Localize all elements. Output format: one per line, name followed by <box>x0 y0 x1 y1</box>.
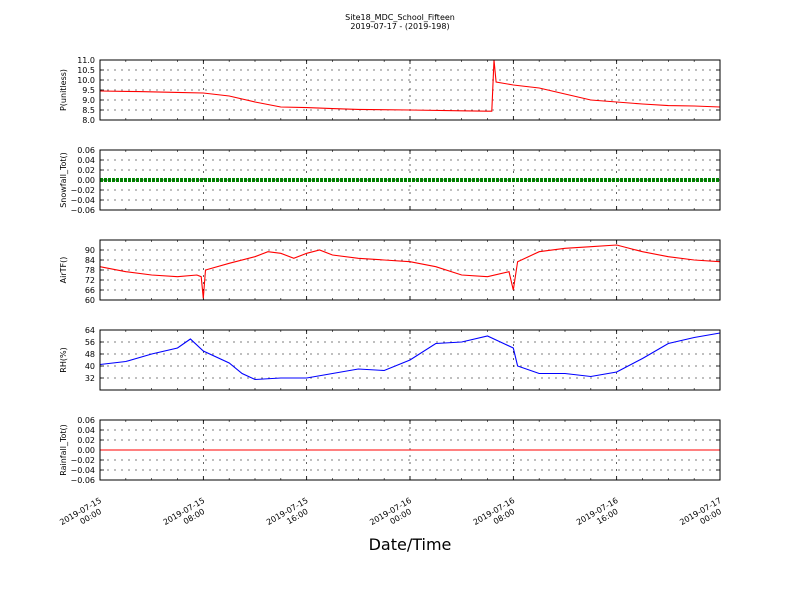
y-tick-label: 0.04 <box>77 156 95 165</box>
series-line <box>99 332 721 381</box>
series-line <box>99 244 721 299</box>
y-axis-label: Snowfall_Tot() <box>59 152 68 208</box>
y-tick-label: 9.0 <box>82 96 95 105</box>
figure-subtitle: 2019-07-17 - (2019-198) <box>350 22 449 31</box>
y-tick-label: 66 <box>85 286 95 295</box>
series-line <box>99 59 721 112</box>
chart-panel: −0.06−0.04−0.020.000.020.040.06 Rainfall_… <box>59 416 721 485</box>
y-tick-label: −0.06 <box>70 206 95 215</box>
y-tick-label: −0.04 <box>70 196 95 205</box>
chart-panel: −0.06−0.04−0.020.000.020.040.06 Snowfall_… <box>59 146 721 215</box>
x-axis-label: Date/Time <box>369 535 452 554</box>
y-tick-label: 40 <box>85 362 95 371</box>
plot-frame <box>99 419 721 481</box>
y-tick-label: 11.0 <box>77 56 95 65</box>
plot-frame <box>99 59 721 121</box>
plot-frame <box>99 239 721 301</box>
y-tick-label: 0.00 <box>77 176 95 185</box>
y-tick-label: 60 <box>85 296 95 305</box>
y-tick-label: 32 <box>85 374 95 383</box>
y-axis-label: RH(%) <box>59 347 68 372</box>
plot-frame <box>99 149 721 211</box>
y-axis-label: AirTF() <box>59 257 68 284</box>
chart-panel: 32 40 48 56 64 RH(%) <box>59 326 721 391</box>
y-tick-label: 64 <box>85 326 95 335</box>
y-tick-label: −0.02 <box>70 456 95 465</box>
figure-title: Site18_MDC_School_Fifteen <box>345 13 455 22</box>
y-tick-label: 10.0 <box>77 76 95 85</box>
plot-frame <box>99 329 721 391</box>
y-tick-label: 0.02 <box>77 166 95 175</box>
y-tick-label: 48 <box>85 350 95 359</box>
chart-panel: 8.08.59.09.510.010.511.0 P(unitless) <box>59 56 721 125</box>
y-tick-label: 90 <box>85 246 95 255</box>
y-tick-label: 78 <box>85 266 95 275</box>
chart-panels: 8.08.59.09.510.010.511.0 P(unitless) −0.06… <box>59 56 721 485</box>
y-tick-label: 0.04 <box>77 426 95 435</box>
y-tick-label: −0.06 <box>70 476 95 485</box>
y-tick-label: 0.02 <box>77 436 95 445</box>
y-tick-label: −0.02 <box>70 186 95 195</box>
y-axis-label: Rainfall_Tot() <box>59 424 68 476</box>
y-tick-label: 72 <box>85 276 95 285</box>
y-tick-label: −0.04 <box>70 466 95 475</box>
y-tick-label: 10.5 <box>77 66 95 75</box>
y-tick-label: 56 <box>85 338 95 347</box>
y-tick-label: 0.06 <box>77 416 95 425</box>
y-tick-label: 8.5 <box>82 106 95 115</box>
y-axis-label: P(unitless) <box>59 69 68 111</box>
y-tick-label: 84 <box>85 256 95 265</box>
y-tick-label: 9.5 <box>82 86 95 95</box>
y-tick-label: 0.06 <box>77 146 95 155</box>
y-tick-label: 8.0 <box>82 116 95 125</box>
y-tick-label: 0.00 <box>77 446 95 455</box>
